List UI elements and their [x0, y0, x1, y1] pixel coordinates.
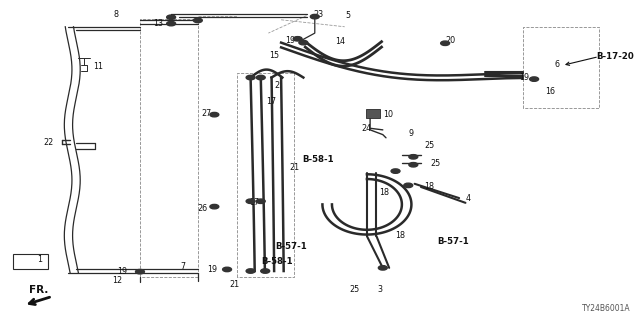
Text: 14: 14	[335, 36, 345, 45]
Circle shape	[210, 204, 219, 209]
Circle shape	[193, 18, 202, 23]
Text: 17: 17	[250, 198, 259, 207]
Text: B-58-1: B-58-1	[302, 155, 334, 164]
Circle shape	[246, 75, 255, 80]
Circle shape	[409, 163, 418, 167]
Text: 21: 21	[229, 280, 239, 289]
Text: 5: 5	[346, 11, 351, 20]
Text: 19: 19	[207, 265, 217, 274]
Circle shape	[223, 267, 232, 272]
Text: 6: 6	[554, 60, 559, 69]
Text: 19: 19	[285, 36, 295, 45]
Circle shape	[530, 77, 539, 81]
Circle shape	[246, 199, 255, 204]
Text: B-17-20: B-17-20	[596, 52, 634, 61]
Circle shape	[310, 14, 319, 19]
Circle shape	[166, 21, 175, 26]
Text: 17: 17	[266, 97, 276, 106]
Text: 23: 23	[313, 10, 323, 19]
Text: B-57-1: B-57-1	[275, 242, 307, 251]
Bar	[13, 254, 48, 269]
Circle shape	[441, 41, 449, 45]
Text: 3: 3	[378, 285, 383, 294]
Text: 26: 26	[198, 204, 208, 213]
Text: 7: 7	[180, 262, 186, 271]
Circle shape	[260, 269, 269, 273]
Text: 16: 16	[545, 87, 555, 96]
Text: 18: 18	[424, 182, 434, 191]
Text: 22: 22	[44, 138, 54, 147]
Text: B-57-1: B-57-1	[437, 237, 468, 246]
Circle shape	[404, 183, 413, 188]
Text: 25: 25	[349, 285, 359, 294]
Text: 20: 20	[445, 36, 455, 44]
Text: 15: 15	[269, 51, 279, 60]
Circle shape	[378, 266, 387, 270]
Text: TY24B6001A: TY24B6001A	[582, 304, 631, 313]
Text: 4: 4	[465, 194, 470, 203]
Text: 18: 18	[380, 188, 390, 197]
Text: 10: 10	[383, 109, 393, 118]
Circle shape	[166, 15, 175, 20]
Text: B-58-1: B-58-1	[261, 257, 292, 266]
Circle shape	[210, 112, 219, 117]
Text: 11: 11	[93, 62, 104, 71]
Text: FR.: FR.	[29, 285, 48, 295]
Circle shape	[409, 155, 418, 159]
Text: 18: 18	[396, 231, 406, 240]
Text: 21: 21	[289, 164, 300, 172]
Text: 9: 9	[408, 129, 413, 138]
Text: 2: 2	[275, 81, 280, 90]
Circle shape	[293, 36, 302, 41]
Text: 1: 1	[37, 255, 42, 264]
Bar	[365, 108, 380, 118]
Circle shape	[391, 169, 400, 173]
Circle shape	[299, 40, 308, 45]
Text: 19: 19	[519, 73, 529, 82]
Text: 19: 19	[117, 267, 127, 276]
Text: 27: 27	[201, 108, 211, 117]
Circle shape	[246, 269, 255, 273]
Text: 8: 8	[114, 10, 119, 19]
Text: 25: 25	[424, 141, 435, 150]
Circle shape	[256, 75, 265, 80]
Circle shape	[256, 199, 265, 204]
Text: 25: 25	[431, 159, 441, 168]
Circle shape	[136, 269, 145, 274]
Text: 12: 12	[113, 276, 123, 285]
Text: 13: 13	[153, 19, 163, 28]
Text: 24: 24	[362, 124, 372, 133]
